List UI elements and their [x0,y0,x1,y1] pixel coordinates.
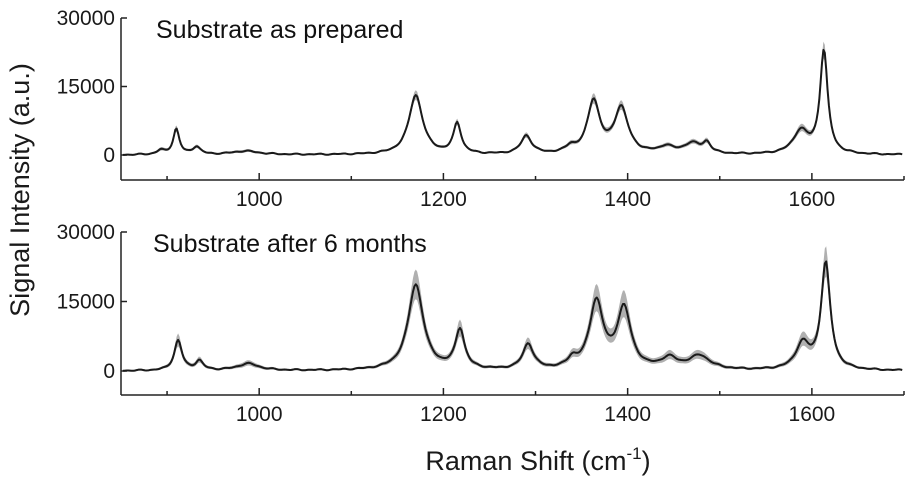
x-axis-title-main: Raman Shift (cm [425,446,626,476]
y-tick-label: 15000 [57,76,115,99]
x-axis-title: Raman Shift (cm-1) [425,444,650,476]
x-tick-label: 1600 [789,403,836,426]
panel-title-after-6-months: Substrate after 6 months [153,230,427,258]
y-tick-label: 0 [103,144,115,167]
panel-as-prepared: 0 15000 30000 1000 1200 1400 1600 Substrate as … [57,7,905,211]
y-tick-label: 30000 [57,7,115,30]
y-tick-label: 15000 [57,291,115,314]
uncertainty-band-after-6-months [122,246,903,372]
x-tick-label: 1200 [420,188,467,211]
uncertainty-band-as-prepared [122,41,903,156]
plot-frame [120,232,904,396]
y-tick-label: 0 [103,360,115,383]
x-tick-label: 1400 [604,403,651,426]
panel-after-6-months: 0 15000 30000 1000 1200 1400 1600 Substrate aft… [57,221,905,426]
x-axis-title-superscript: -1 [626,444,641,463]
panel-title-as-prepared: Substrate as prepared [156,16,403,44]
y-axis-title: Signal Intensity (a.u.) [5,63,35,317]
x-axis-title-close: ) [642,446,651,476]
x-tick-label: 1000 [236,403,283,426]
spectrum-line-as-prepared [122,48,903,156]
plot-frame [120,18,904,181]
y-axis-title-text: Signal Intensity (a.u.) [5,63,35,317]
x-tick-label: 1200 [420,403,467,426]
y-tick-label: 30000 [57,221,115,244]
x-tick-label: 1000 [236,188,283,211]
x-tick-label: 1600 [789,188,836,211]
spectrum-line-after-6-months [122,260,903,372]
x-tick-label: 1400 [604,188,651,211]
